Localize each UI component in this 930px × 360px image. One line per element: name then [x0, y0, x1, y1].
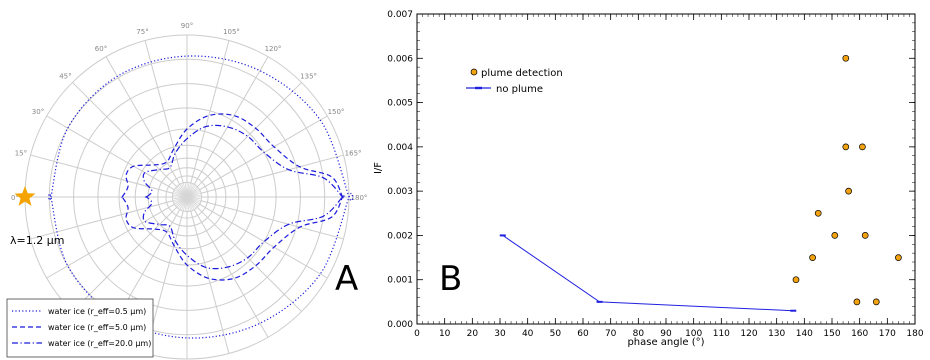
polar-grid-spoke [190, 210, 230, 354]
angle-tick-label: 135° [300, 72, 317, 80]
plume-detection-point [809, 254, 816, 261]
wavelength-label: λ=1.2 μm [10, 234, 64, 247]
x-tick-label: 40 [522, 329, 534, 339]
polar-legend-label: water ice (r_eff=0.5 μm) [48, 307, 146, 316]
polar-grid-spoke [200, 200, 344, 240]
x-tick-label: 10 [439, 329, 451, 339]
polar-grid-hub [186, 196, 202, 200]
plume-detection-point [792, 276, 800, 284]
angle-tick-label: 15° [15, 150, 27, 158]
x-tick-label: 60 [577, 329, 589, 339]
angle-tick-label: 105° [223, 28, 240, 36]
plume-detection-point [895, 254, 902, 261]
scatter-panel: 0 10 20 30 40 50 60 70 80 90 100 110 120 130 140 150 160… [373, 10, 924, 348]
angle-tick-label: 165° [345, 150, 362, 158]
x-tick-label: 100 [685, 329, 702, 339]
y-tick-label: 0.004 [387, 143, 413, 153]
polar-grid-spoke [196, 82, 302, 188]
polar-grid-spoke [72, 82, 178, 188]
polar-series-curve [142, 124, 346, 270]
x-tick-label: 50 [550, 329, 562, 339]
angle-tick-label: 75° [136, 28, 148, 36]
x-tick-label: 90 [660, 329, 672, 339]
y-tick-label: 0.003 [387, 187, 413, 197]
angle-tick-label: 30° [32, 108, 44, 116]
plume-detection-point [842, 54, 850, 62]
polar-panel: 0° 15° 30° 45° 60° 75° 90° 105° 120° 135° 150° 165°… [6, 22, 367, 360]
legend-marker-plume [470, 68, 478, 76]
y-tick-label: 0.001 [387, 276, 413, 286]
plume-detection-point [814, 209, 822, 217]
x-tick-label: 30 [494, 329, 506, 339]
polar-grid-spoke [46, 203, 175, 279]
plume-detection-point [853, 298, 861, 306]
polar-grid-spoke [72, 206, 178, 312]
scatter-legend: plume detection no plume [466, 68, 563, 95]
polar-grid-spoke [105, 56, 181, 185]
y-axis-label: I/F [373, 162, 384, 174]
panel-label-a: A [335, 259, 358, 299]
polar-legend: water ice (r_eff=0.5 μm) water ice (r_eff… [6, 298, 154, 358]
y-tick-label: 0.006 [387, 54, 413, 64]
polar-grid-spoke [193, 56, 269, 185]
x-tick-label: 160 [851, 329, 868, 339]
polar-grid-spoke [199, 115, 328, 191]
angle-tick-label: 120° [265, 45, 282, 53]
polar-grid-spoke [30, 154, 174, 194]
y-tick-label: 0.005 [387, 99, 413, 109]
angle-tick-label: 90° [181, 22, 193, 30]
y-tick-label: 0.007 [387, 10, 413, 20]
legend-label-no-plume: no plume [496, 84, 543, 95]
polar-series [48, 55, 354, 339]
angle-tick-label: 60° [95, 45, 107, 53]
x-tick-label: 140 [796, 329, 813, 339]
plot-frame [416, 13, 916, 325]
y-tick-label: 0.000 [387, 320, 413, 330]
plume-detection-point [872, 298, 880, 306]
polar-legend-box [6, 298, 154, 358]
polar-grid-spoke [190, 40, 230, 184]
angle-tick-label: 0° [11, 194, 19, 202]
polar-grid-spoke [144, 40, 184, 184]
scatter-axes: 0 10 20 30 40 50 60 70 80 90 100 110 120 130 140 150 160… [387, 10, 924, 339]
plume-detection-point [859, 143, 866, 151]
x-tick-label: 20 [467, 329, 479, 339]
x-tick-label: 80 [633, 329, 645, 339]
angle-tick-label: 45° [59, 72, 71, 80]
x-tick-label: 70 [605, 329, 617, 339]
angle-tick-label: 150° [328, 108, 345, 116]
x-tick-label: 120 [740, 329, 757, 339]
angle-tick-label: 180° [351, 194, 368, 202]
x-tick-label: 0 [414, 329, 420, 339]
light-source-star-icon [14, 186, 36, 206]
scatter-series [499, 54, 902, 312]
x-tick-label: 130 [768, 329, 785, 339]
legend-label-plume: plume detection [481, 68, 563, 79]
polar-grid-spoke [200, 154, 344, 194]
plume-detection-point [831, 232, 839, 239]
polar-series-curve [48, 55, 354, 339]
x-axis-label: phase angle (°) [627, 337, 704, 348]
polar-angle-ticks: 0° 15° 30° 45° 60° 75° 90° 105° 120° 135° 150° 165°… [11, 22, 367, 206]
x-tick-label: 110 [713, 329, 730, 339]
plume-detection-point [842, 143, 850, 151]
x-tick-label: 150 [823, 329, 840, 339]
x-tick-label: 180 [906, 329, 923, 339]
polar-grid-spoke [199, 203, 328, 279]
polar-legend-label: water ice (r_eff=5.0 μm) [48, 323, 146, 332]
polar-grid-spoke [196, 206, 302, 312]
polar-grid-spoke [46, 115, 175, 191]
no-plume-line [502, 234, 794, 312]
polar-legend-label: water ice (r_eff=20.0 μm) [48, 339, 151, 348]
plume-detection-point [845, 187, 852, 195]
y-tick-label: 0.002 [387, 231, 413, 241]
plume-detection-point [861, 232, 869, 239]
x-tick-label: 170 [879, 329, 896, 339]
panel-label-b: B [439, 259, 462, 299]
polar-grid-spoke [193, 209, 269, 338]
